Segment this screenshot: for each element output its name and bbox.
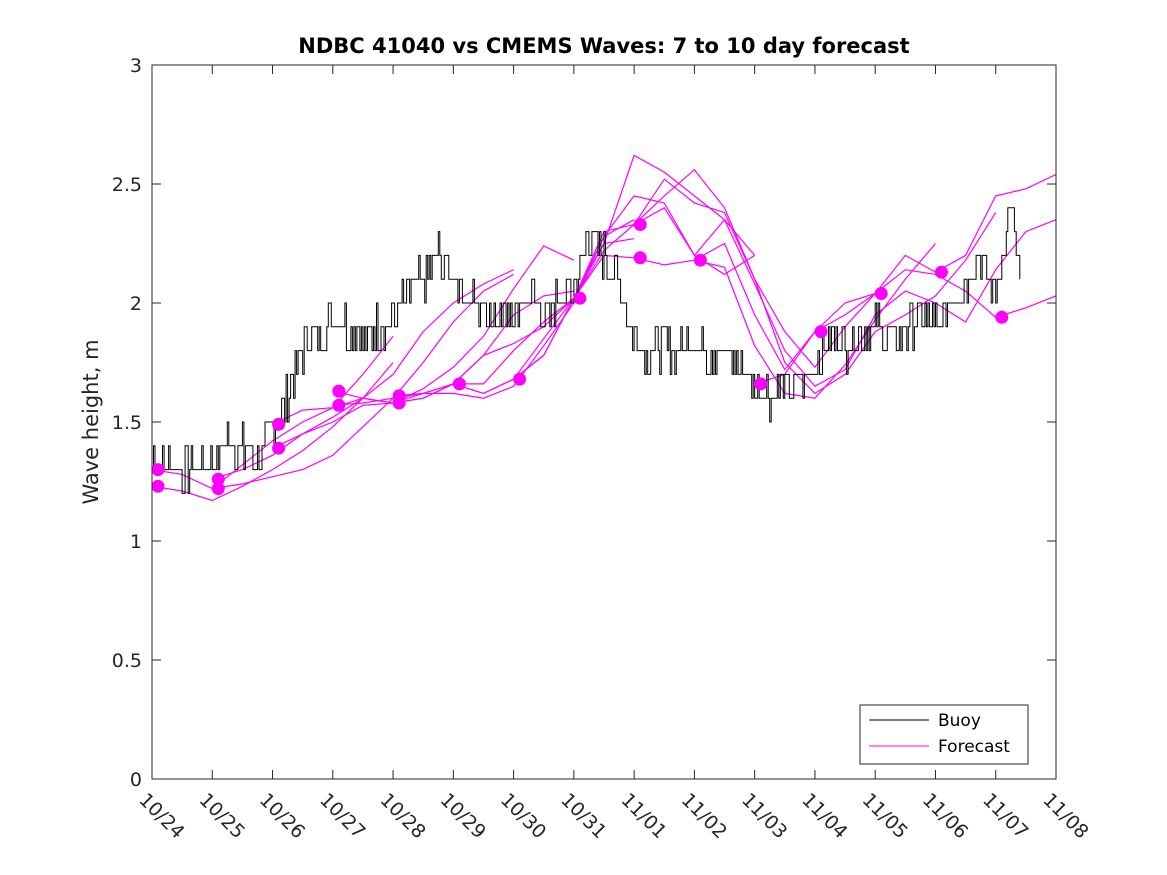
forecast-marker xyxy=(814,325,828,339)
forecast-marker xyxy=(211,472,225,486)
forecast-marker xyxy=(332,384,346,398)
y-tick-label: 3 xyxy=(130,55,142,77)
forecast-run-1 xyxy=(151,335,394,490)
legend: Buoy Forecast xyxy=(859,704,1029,765)
forecast-marker xyxy=(995,310,1009,324)
forecast-marker xyxy=(151,463,165,477)
forecast-run-16 xyxy=(754,173,1057,385)
forecast-marker xyxy=(754,377,768,391)
forecast-run-14 xyxy=(633,207,1057,388)
y-axis-label: Wave height, m xyxy=(79,339,103,504)
y-tick-label: 2.5 xyxy=(112,174,142,196)
forecast-run-6 xyxy=(272,245,575,449)
forecast-marker xyxy=(272,417,286,431)
buoy-series xyxy=(152,207,1021,494)
forecast-marker xyxy=(392,396,406,410)
forecast-marker xyxy=(151,479,165,493)
legend-buoy-label: Buoy xyxy=(938,711,981,731)
forecast-marker xyxy=(573,291,587,305)
marker-layer xyxy=(151,218,1009,496)
forecast-marker xyxy=(211,482,225,496)
forecast-run-13 xyxy=(573,168,997,395)
y-tick-label: 1.5 xyxy=(112,412,142,434)
forecast-run-4 xyxy=(212,273,514,490)
forecast-marker xyxy=(332,398,346,412)
legend-box xyxy=(859,704,1029,765)
y-tick-label: 1 xyxy=(130,531,142,553)
series-layer xyxy=(151,154,1057,502)
y-tick-label: 0 xyxy=(130,769,142,791)
forecast-marker xyxy=(633,251,647,265)
chart-title: NDBC 41040 vs CMEMS Waves: 7 to 10 day f… xyxy=(298,34,909,58)
forecast-marker xyxy=(874,287,888,300)
forecast-run-2 xyxy=(151,362,394,502)
y-tick-label: 2 xyxy=(130,293,142,315)
forecast-marker xyxy=(935,265,948,279)
forecast-marker xyxy=(272,441,286,455)
legend-forecast-label: Forecast xyxy=(938,737,1010,757)
forecast-marker xyxy=(452,377,466,391)
forecast-marker xyxy=(513,372,527,386)
forecast-marker xyxy=(693,253,707,267)
y-tick-label: 0.5 xyxy=(112,650,142,672)
forecast-marker xyxy=(633,218,647,231)
